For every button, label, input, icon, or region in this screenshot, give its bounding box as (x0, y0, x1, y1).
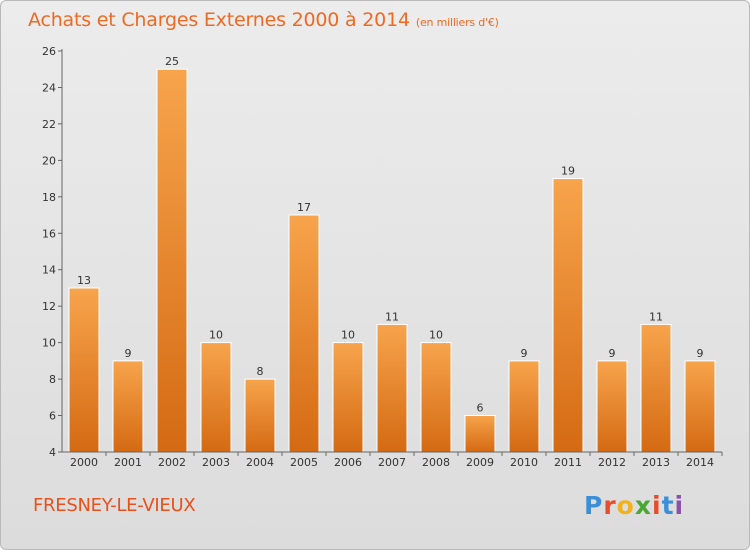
x-tick-label-2012: 2012 (598, 456, 626, 469)
value-label-2010: 9 (521, 347, 528, 360)
bar-2000 (68, 287, 100, 453)
value-label-2007: 11 (385, 310, 399, 323)
x-tick-label-2006: 2006 (334, 456, 362, 469)
value-label-2012: 9 (609, 347, 616, 360)
value-label-2000: 13 (77, 274, 91, 287)
x-tick-label-2002: 2002 (158, 456, 186, 469)
chart-title: Achats et Charges Externes 2000 à 2014 (e… (28, 9, 499, 31)
y-tick-label-24: 24 (42, 82, 56, 95)
x-tick-label-2010: 2010 (510, 456, 538, 469)
bar-2004 (244, 378, 276, 453)
x-tick-label-2005: 2005 (290, 456, 318, 469)
bar-2002 (156, 68, 188, 453)
x-tick-label-2011: 2011 (554, 456, 582, 469)
brand-letter: P (584, 491, 604, 520)
x-tick-label-2008: 2008 (422, 456, 450, 469)
location-label: FRESNEY-LE-VIEUX (33, 495, 196, 516)
brand-letter: o (616, 491, 635, 520)
x-tick-label-2009: 2009 (466, 456, 494, 469)
bar-2001 (112, 360, 144, 453)
value-label-2001: 9 (125, 347, 132, 360)
bar-2010 (508, 360, 540, 453)
y-tick-label-18: 18 (42, 191, 56, 204)
value-label-2011: 19 (561, 165, 575, 178)
brand-logo: Proxiti (584, 491, 684, 520)
bar-2008 (420, 342, 452, 453)
y-tick-label-20: 20 (42, 154, 56, 167)
value-label-2002: 25 (165, 55, 179, 68)
value-label-2006: 10 (341, 329, 355, 342)
x-tick-label-2001: 2001 (114, 456, 142, 469)
brand-letter: x (634, 491, 652, 520)
brand-letter: r (603, 491, 617, 520)
bar-2014 (684, 360, 716, 453)
value-label-2003: 10 (209, 329, 223, 342)
x-tick-label-2003: 2003 (202, 456, 230, 469)
x-tick-label-2013: 2013 (642, 456, 670, 469)
bars-group: 13 9 25 10 8 17 10 11 10 6 9 19 9 11 9 (68, 55, 716, 453)
chart-subtitle: (en milliers d'€) (415, 16, 499, 29)
y-tick-label-14: 14 (42, 264, 56, 277)
y-tick-label-12: 12 (42, 300, 56, 313)
x-tick-label-2000: 2000 (70, 456, 98, 469)
value-label-2014: 9 (697, 347, 704, 360)
bar-2011 (552, 178, 584, 453)
x-tick-label-2014: 2014 (686, 456, 714, 469)
value-label-2009: 6 (477, 402, 484, 415)
x-tick-label-2004: 2004 (246, 456, 274, 469)
brand-letter: i (674, 491, 685, 520)
y-tick-label-16: 16 (42, 227, 56, 240)
y-tick-label-22: 22 (42, 118, 56, 131)
value-label-2013: 11 (649, 310, 663, 323)
bar-2012 (596, 360, 628, 453)
bar-2003 (200, 342, 232, 453)
value-label-2005: 17 (297, 201, 311, 214)
bar-2007 (376, 323, 408, 453)
value-label-2008: 10 (429, 329, 443, 342)
y-tick-label-8: 8 (49, 373, 56, 386)
chart-title-text: Achats et Charges Externes 2000 à 2014 (28, 9, 410, 31)
y-tick-label-26: 26 (42, 45, 56, 58)
bar-2005 (288, 214, 320, 453)
value-label-2004: 8 (257, 365, 264, 378)
y-tick-label-4: 4 (49, 446, 56, 459)
brand-letter: i (652, 491, 662, 520)
x-tick-label-2007: 2007 (378, 456, 406, 469)
axes-group: 2000 2001 2002 2003 2004 2005 2006 2007 2008 2009… (42, 45, 723, 469)
bar-2013 (640, 323, 672, 453)
bar-2009 (464, 415, 496, 453)
y-tick-label-6: 6 (49, 410, 56, 423)
y-tick-label-10: 10 (42, 337, 56, 350)
bar-2006 (332, 342, 364, 453)
brand-letter: t (661, 491, 675, 520)
